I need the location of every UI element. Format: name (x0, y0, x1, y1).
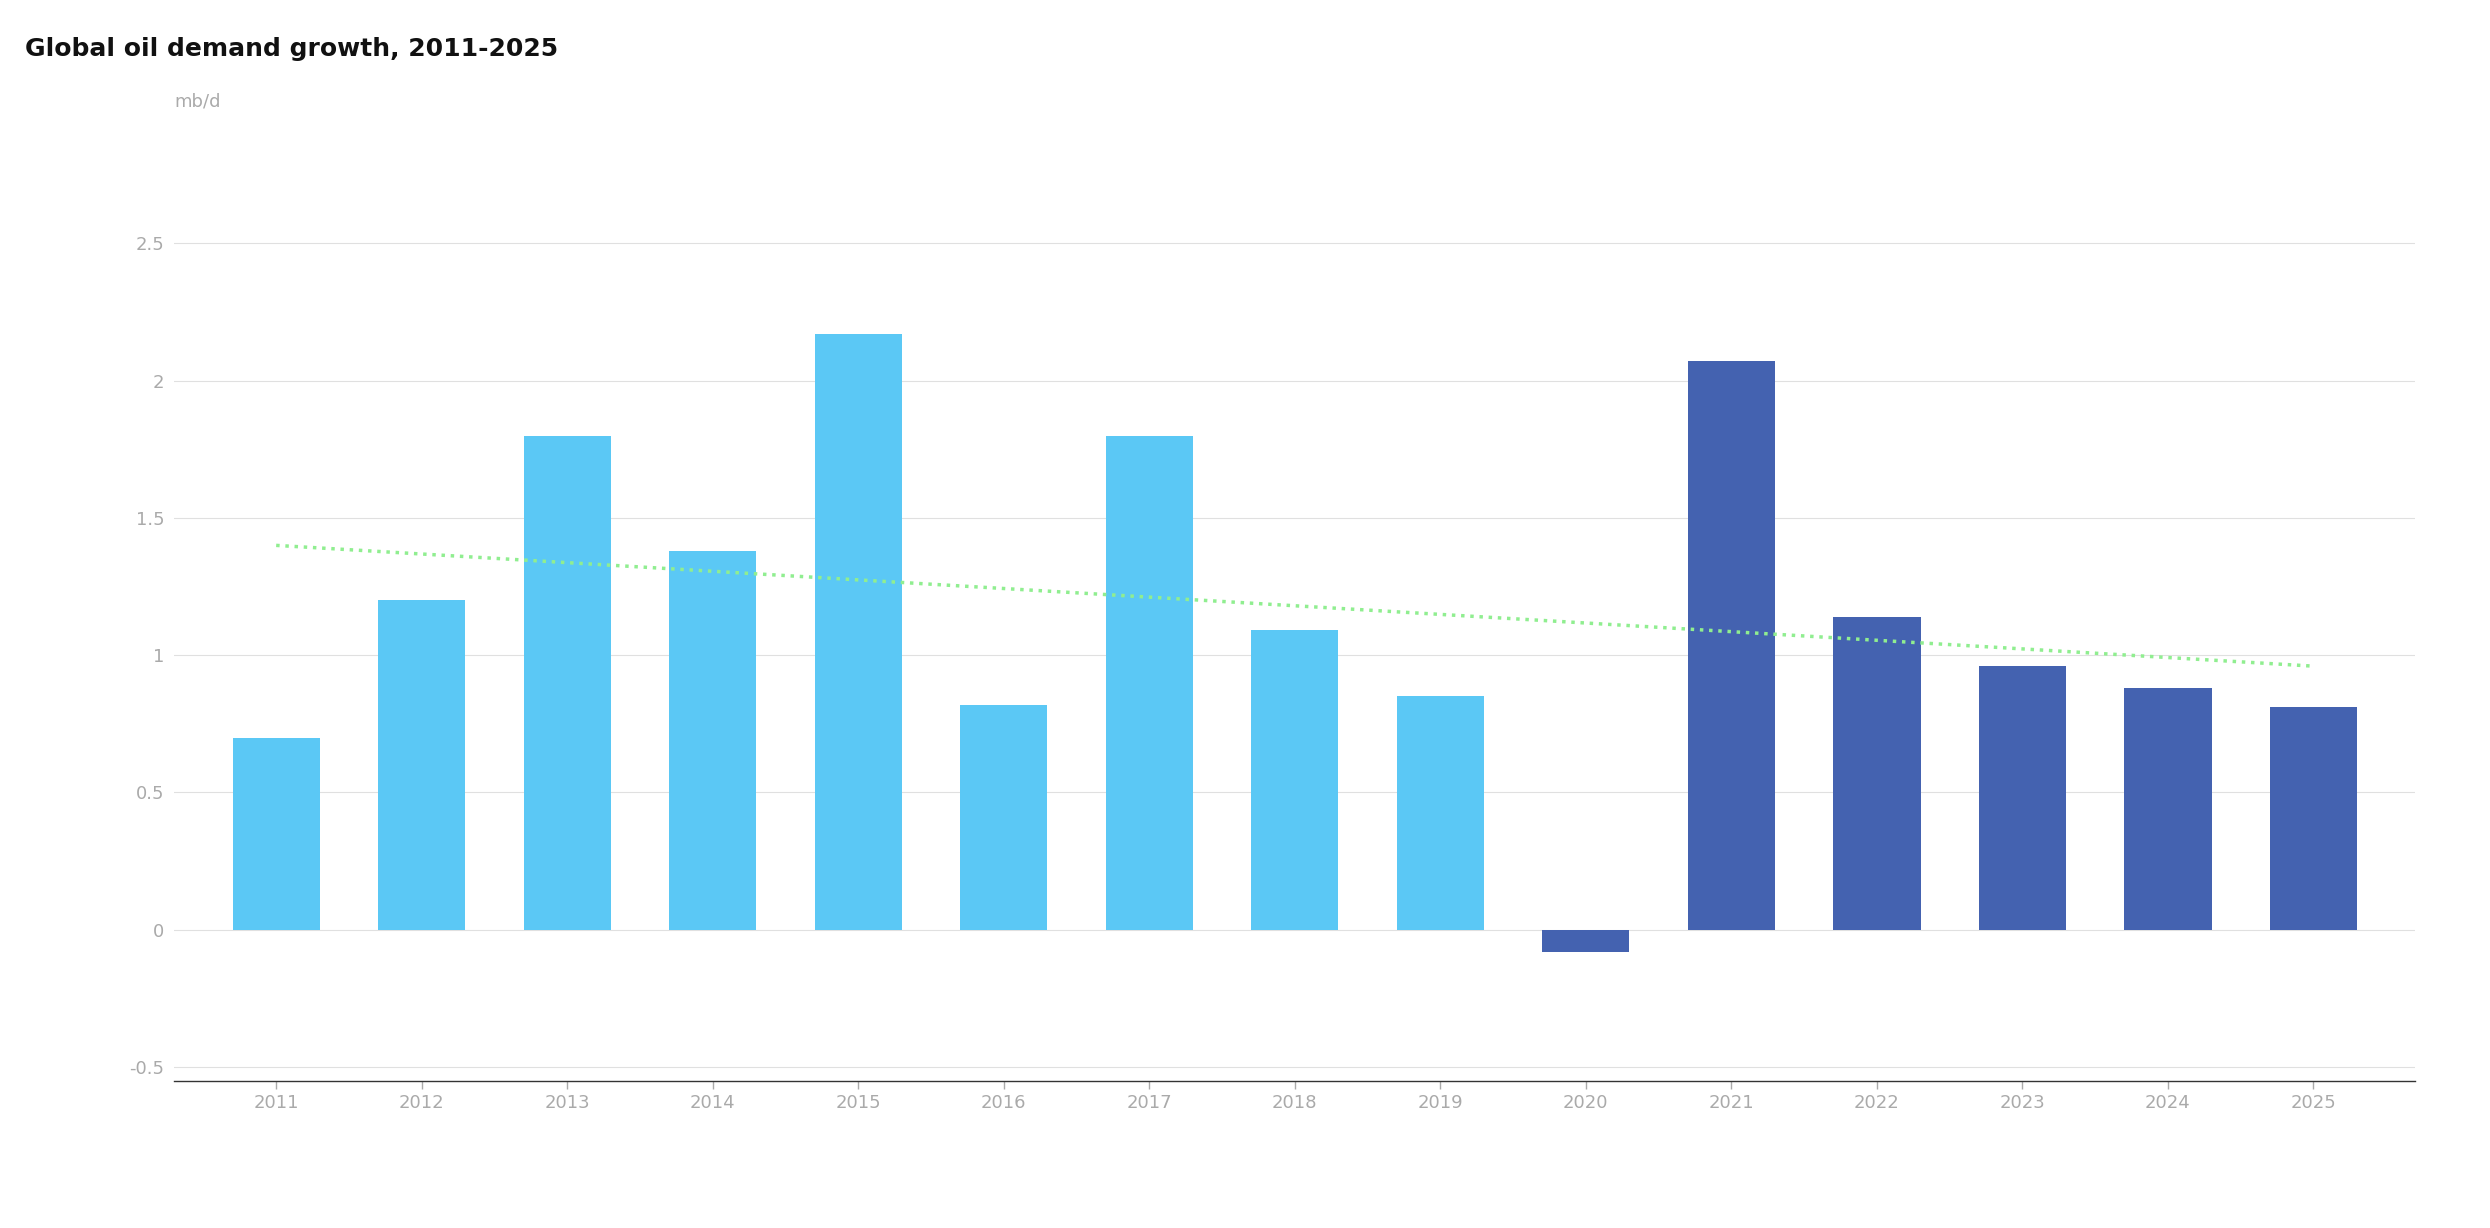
Bar (670, 551, 757, 930)
Bar (1397, 696, 1484, 930)
Bar (814, 334, 901, 930)
Bar (2271, 707, 2358, 930)
Text: mb/d: mb/d (174, 92, 222, 111)
Bar (2124, 688, 2211, 930)
Text: Global oil demand growth, 2011-2025: Global oil demand growth, 2011-2025 (25, 37, 558, 61)
Bar (1250, 630, 1340, 930)
Bar (1106, 436, 1193, 930)
Bar (232, 738, 319, 930)
Bar (1833, 616, 1920, 930)
Bar (961, 705, 1048, 930)
Bar (378, 600, 466, 930)
Bar (1688, 361, 1775, 930)
Bar (523, 436, 610, 930)
Bar (1980, 666, 2067, 930)
Bar (1541, 930, 1628, 952)
